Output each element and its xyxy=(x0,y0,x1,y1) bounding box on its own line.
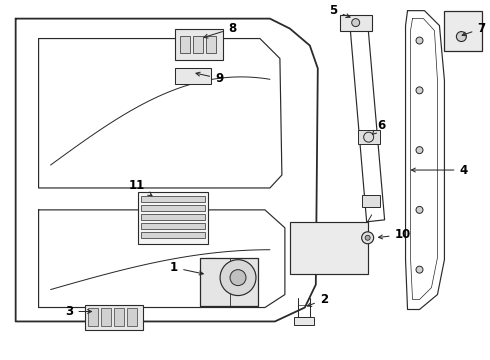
Circle shape xyxy=(230,270,246,285)
Text: 1: 1 xyxy=(170,261,203,275)
Circle shape xyxy=(416,37,423,44)
Circle shape xyxy=(416,266,423,273)
Text: 2: 2 xyxy=(308,293,328,306)
Bar xyxy=(141,205,205,211)
Text: 4: 4 xyxy=(412,163,467,176)
Bar xyxy=(290,222,368,274)
Bar xyxy=(114,307,124,327)
Bar xyxy=(89,307,98,327)
Circle shape xyxy=(220,260,256,296)
Circle shape xyxy=(416,206,423,213)
Bar xyxy=(141,232,205,238)
Circle shape xyxy=(352,19,360,27)
Text: 7: 7 xyxy=(462,22,486,36)
Bar xyxy=(200,258,258,306)
Bar xyxy=(141,214,205,220)
Text: 3: 3 xyxy=(65,305,92,318)
Circle shape xyxy=(416,147,423,154)
Circle shape xyxy=(365,235,370,240)
Bar xyxy=(175,68,211,84)
Bar xyxy=(362,195,380,207)
Text: 10: 10 xyxy=(379,228,411,241)
Bar xyxy=(180,36,190,54)
Bar xyxy=(294,318,314,325)
Circle shape xyxy=(364,132,374,142)
Bar xyxy=(138,192,208,244)
Circle shape xyxy=(456,32,466,41)
Bar xyxy=(193,36,203,54)
Text: 9: 9 xyxy=(196,72,223,85)
Text: 8: 8 xyxy=(204,22,236,38)
Text: 6: 6 xyxy=(372,119,386,134)
Bar xyxy=(141,223,205,229)
Text: 11: 11 xyxy=(129,180,152,196)
Text: 5: 5 xyxy=(329,4,350,18)
Circle shape xyxy=(362,232,374,244)
Bar xyxy=(175,28,223,60)
Bar xyxy=(141,196,205,202)
Bar xyxy=(206,36,216,54)
Bar xyxy=(340,15,371,31)
Bar xyxy=(444,11,482,50)
Bar xyxy=(200,258,230,306)
Bar xyxy=(85,305,143,330)
Bar xyxy=(127,307,137,327)
Circle shape xyxy=(416,87,423,94)
Bar xyxy=(358,130,380,144)
Bar xyxy=(101,307,111,327)
